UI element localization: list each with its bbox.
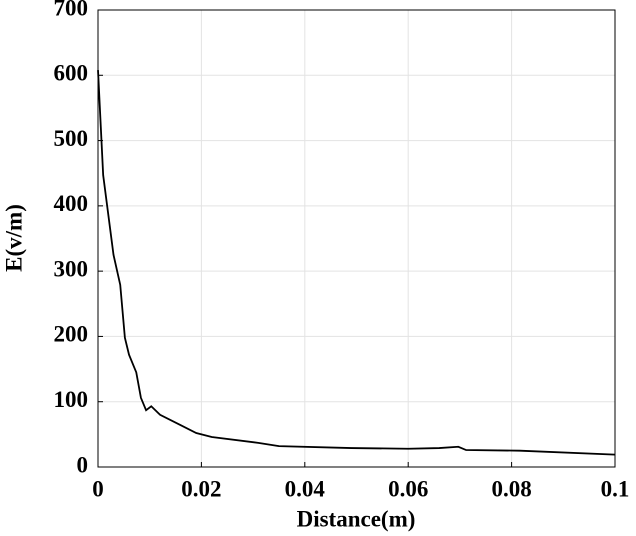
data-line <box>97 70 616 456</box>
y-tick-label: 600 <box>54 61 89 86</box>
y-axis-label: E(v/m) <box>1 204 26 272</box>
y-tick-label: 100 <box>54 387 89 412</box>
x-tick-label: 0.06 <box>388 476 428 501</box>
y-tick-label: 400 <box>54 191 89 216</box>
x-tick-label: 0.02 <box>181 476 221 501</box>
y-tick-label: 300 <box>54 256 89 281</box>
y-tick-label: 700 <box>54 0 89 20</box>
x-tick-label: 0.1 <box>601 476 630 501</box>
x-tick-label: 0.04 <box>285 476 326 501</box>
y-tick-label: 0 <box>77 452 89 477</box>
x-tick-label: 0.08 <box>491 476 531 501</box>
x-axis-label: Distance(m) <box>297 506 416 531</box>
y-tick-label: 200 <box>54 322 89 347</box>
y-tick-label: 500 <box>54 126 89 151</box>
x-tick-label: 0 <box>92 476 104 501</box>
plot-frame <box>97 9 616 468</box>
